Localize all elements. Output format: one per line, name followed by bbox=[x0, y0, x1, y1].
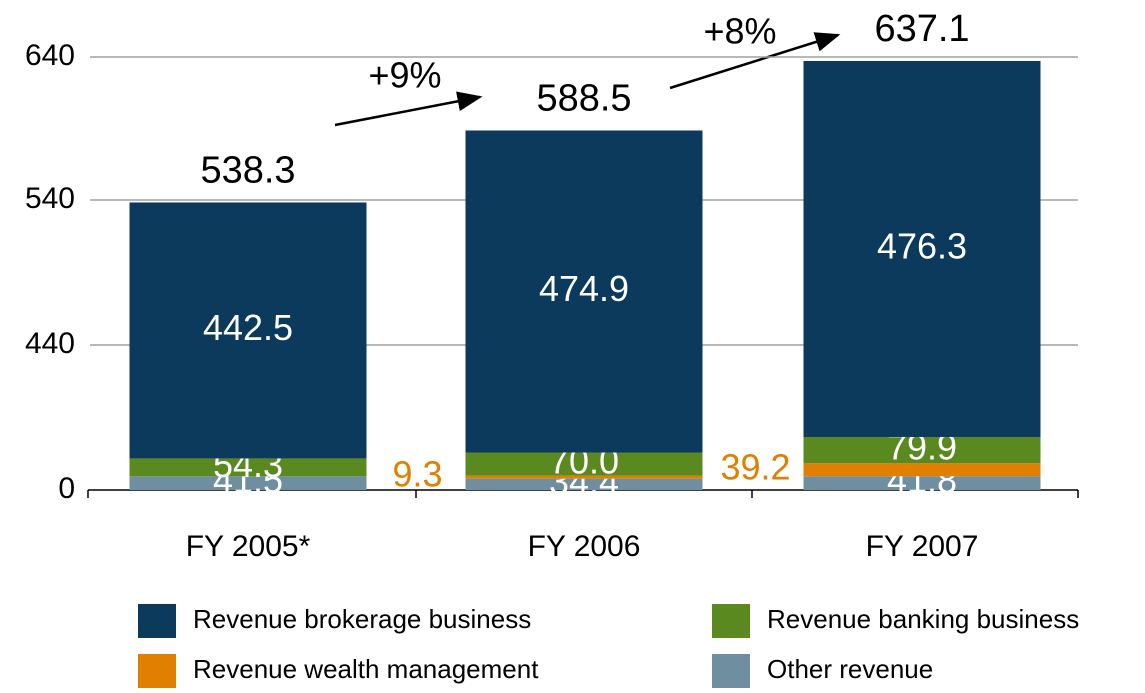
x-tick-label: FY 2005* bbox=[186, 530, 311, 563]
bar-segment bbox=[129, 202, 367, 459]
y-tick-label: 640 bbox=[25, 39, 75, 72]
x-tick-label: FY 2007 bbox=[866, 530, 979, 563]
bar-segment bbox=[465, 452, 703, 476]
bar-segment bbox=[465, 130, 703, 453]
legend-swatch bbox=[138, 654, 176, 688]
bar-segment bbox=[465, 478, 703, 490]
bar-segment bbox=[803, 476, 1041, 490]
annotation: +9% bbox=[368, 55, 441, 96]
total-label: 538.3 bbox=[200, 149, 295, 191]
legend-swatch bbox=[138, 604, 176, 638]
y-tick-label: 440 bbox=[25, 327, 75, 360]
bar-segment bbox=[803, 61, 1041, 437]
growth-arrow bbox=[669, 32, 841, 90]
data-label: 474.9 bbox=[539, 268, 629, 309]
x-tick-label: FY 2006 bbox=[528, 530, 641, 563]
legend-swatch bbox=[712, 654, 750, 688]
data-label: 442.5 bbox=[203, 307, 293, 348]
bar-segment bbox=[803, 463, 1041, 477]
bar-segment bbox=[803, 436, 1041, 464]
legend-swatch bbox=[712, 604, 750, 638]
growth-arrow bbox=[334, 91, 483, 127]
total-label: 637.1 bbox=[874, 8, 969, 50]
data-label: 39.2 bbox=[720, 446, 790, 487]
y-tick-label: 0 bbox=[58, 472, 75, 505]
y-tick-label: 540 bbox=[25, 182, 75, 215]
bar-segment bbox=[465, 475, 703, 479]
total-label: 588.5 bbox=[536, 78, 631, 120]
annotation: +8% bbox=[703, 11, 776, 52]
legend-label: Revenue wealth management bbox=[193, 654, 539, 684]
data-label: 9.3 bbox=[392, 454, 442, 495]
legend-label: Revenue banking business bbox=[767, 604, 1079, 634]
data-label: 476.3 bbox=[877, 226, 967, 267]
legend-label: Other revenue bbox=[767, 654, 933, 684]
bar-segment bbox=[129, 458, 367, 477]
bar-segment bbox=[129, 476, 367, 490]
legend-label: Revenue brokerage business bbox=[193, 604, 531, 634]
